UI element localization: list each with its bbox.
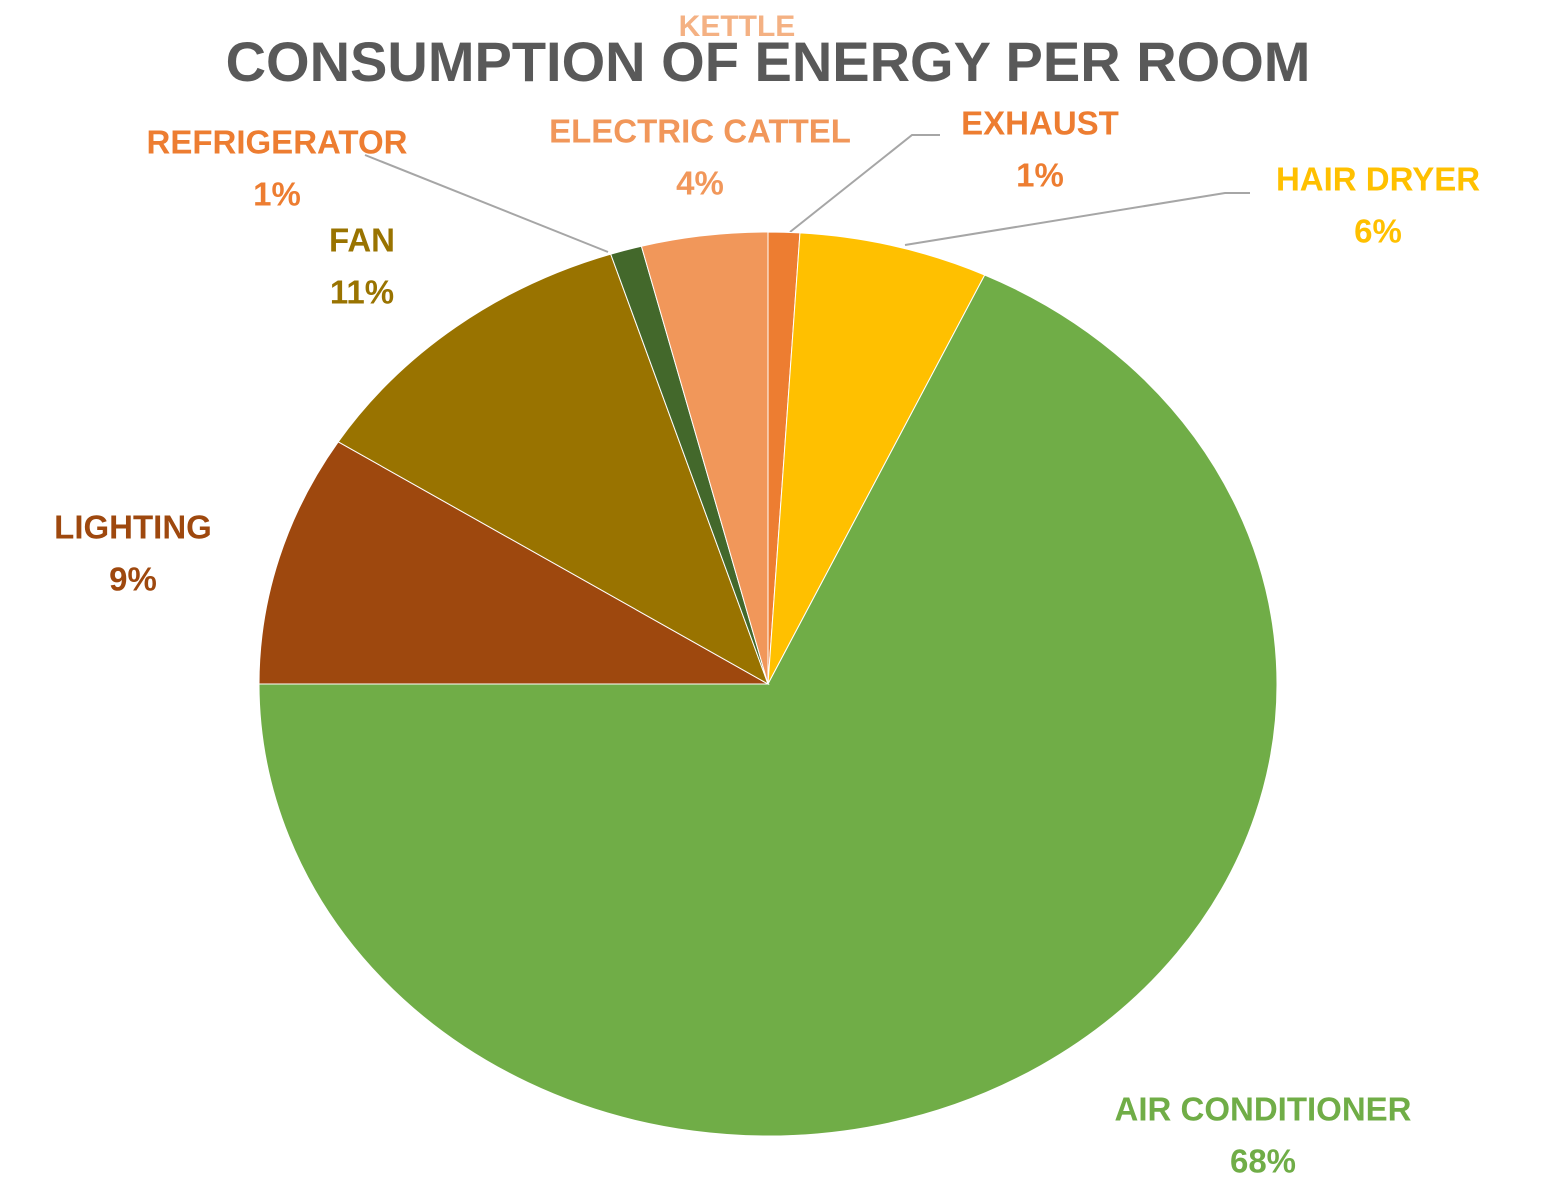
leader-lines <box>364 134 1250 253</box>
slice-value-label: 11% <box>330 274 394 311</box>
slice-value-label: 1% <box>1016 157 1064 194</box>
slice-label: ELECTRIC CATTEL <box>549 113 851 150</box>
chart-title: CONSUMPTION OF ENERGY PER ROOM <box>226 30 1311 93</box>
pie-slice <box>767 232 986 685</box>
leader-line <box>904 192 1250 246</box>
pie-slice <box>258 441 770 685</box>
pie <box>258 231 1278 1137</box>
slice-value-label: 68% <box>1230 1143 1296 1180</box>
pie-slice <box>640 231 769 685</box>
slice-label: HAIR DRYER <box>1276 161 1480 198</box>
slice-value-label: 1% <box>253 176 301 213</box>
slice-label: LIGHTING <box>54 509 212 546</box>
slice-label: EXHAUST <box>961 105 1119 142</box>
slice-value-label: 6% <box>1354 213 1402 250</box>
leader-line <box>789 134 940 233</box>
leader-line <box>364 154 609 253</box>
slice-value-label: 4% <box>676 165 724 202</box>
slice-value-label: 9% <box>109 561 157 598</box>
slice-label: AIR CONDITIONER <box>1115 1091 1412 1128</box>
pie-slice <box>337 253 769 686</box>
annotation: KETTLE <box>679 10 796 43</box>
slice-label: REFRIGERATOR <box>147 124 408 161</box>
pie-slice <box>258 274 1278 1137</box>
slice-label: FAN <box>329 222 395 259</box>
